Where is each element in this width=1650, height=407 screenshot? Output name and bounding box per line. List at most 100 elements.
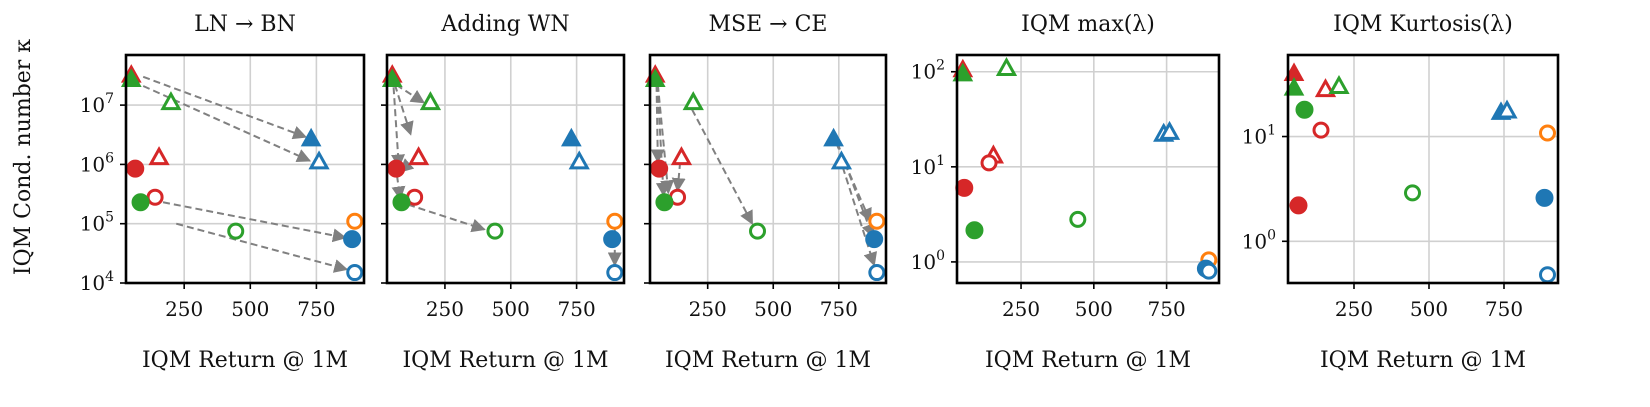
hollow-triangle-point	[1158, 120, 1181, 140]
filled-circle-point	[131, 193, 150, 212]
filled-circle-point	[1295, 100, 1314, 119]
y-tick-label: 105	[80, 210, 114, 236]
filled-triangle-point	[300, 127, 322, 147]
hollow-triangle-point	[1496, 99, 1518, 119]
x-tick-label: 500	[754, 297, 792, 321]
x-tick-label: 250	[426, 297, 464, 321]
plot-frame	[955, 53, 1221, 285]
filled-circle-point	[1535, 188, 1554, 207]
x-tick-label: 250	[1002, 297, 1040, 321]
hollow-triangle-point	[419, 91, 442, 111]
hollow-circle-point	[1539, 124, 1556, 142]
panel-title: Adding WN	[440, 12, 569, 37]
hollow-circle-point	[606, 212, 624, 230]
x-tick-label: 750	[1148, 297, 1186, 321]
filled-circle-point	[387, 159, 406, 178]
x-tick-label: 500	[1410, 297, 1448, 321]
y-tick-label: 101	[911, 153, 945, 179]
x-tick-label: 750	[1485, 297, 1523, 321]
panel-title: IQM max(λ)	[1021, 12, 1155, 37]
filled-circle-point	[965, 221, 984, 240]
x-tick-label: 250	[1335, 297, 1373, 321]
filled-circle-point	[650, 159, 669, 178]
hollow-circle-point	[227, 222, 245, 240]
trend-arrow	[142, 75, 308, 140]
trend-arrow	[650, 84, 665, 164]
y-tick-label: 104	[80, 269, 114, 295]
panel-title: LN → BN	[194, 12, 296, 37]
hollow-triangle-point	[682, 91, 704, 111]
hollow-circle-point	[346, 212, 364, 230]
hollow-triangle-point	[407, 146, 430, 166]
y-axis-label: IQM Cond. number κ	[11, 39, 36, 275]
hollow-circle-point	[980, 154, 998, 172]
hollow-circle-point	[1404, 184, 1421, 202]
x-tick-label: 750	[297, 297, 335, 321]
hollow-triangle-point	[1328, 74, 1350, 94]
filled-circle-point	[343, 230, 362, 249]
hollow-triangle-point	[670, 146, 693, 166]
trend-arrow	[671, 161, 686, 193]
plot-frame	[648, 53, 888, 285]
filled-triangle-point	[823, 127, 844, 147]
x-axis-label: IQM Return @ 1M	[665, 348, 871, 373]
trend-arrow	[175, 222, 349, 273]
panel-3: 250 500 750 MSE → CE IQM Return @ 1M	[644, 12, 888, 373]
hollow-circle-point	[1539, 266, 1556, 284]
hollow-circle-point	[486, 222, 504, 240]
y-tick-label: 101	[1242, 123, 1276, 149]
x-tick-label: 500	[492, 297, 530, 321]
x-tick-label: 750	[820, 297, 858, 321]
panel-5: 250 500 750 100 101 IQM Kurtosis(λ) IQM Return…	[1242, 12, 1560, 373]
hollow-triangle-point	[830, 150, 853, 170]
hollow-triangle-point	[568, 150, 590, 170]
trend-arrow	[395, 83, 426, 104]
trend-arrow	[841, 166, 878, 267]
trend-arrow	[391, 175, 406, 201]
y-tick-label: 107	[80, 91, 114, 117]
hollow-triangle-point	[308, 150, 330, 170]
trend-arrow	[655, 84, 670, 197]
x-tick-label: 500	[231, 297, 269, 321]
y-tick-label: 106	[80, 150, 114, 176]
filled-circle-point	[955, 178, 974, 197]
hollow-circle-point	[346, 264, 364, 282]
panel-2: 250 500 750 Adding WN IQM Return @ 1M	[381, 12, 626, 373]
x-axis-label: IQM Return @ 1M	[142, 348, 348, 373]
y-tick-label: 100	[911, 248, 945, 274]
y-tick-label: 100	[1242, 227, 1276, 253]
filled-triangle-point	[560, 127, 582, 147]
filled-circle-point	[603, 230, 622, 249]
hollow-circle-point	[1312, 121, 1330, 139]
trend-arrow	[391, 87, 406, 169]
filled-circle-point	[1289, 196, 1308, 215]
plot-frame	[1286, 53, 1560, 285]
hollow-circle-point	[146, 188, 164, 206]
plot-frame	[385, 53, 626, 285]
hollow-triangle-point	[148, 146, 170, 166]
hollow-circle-point	[868, 264, 886, 282]
filled-circle-point	[126, 159, 145, 178]
trend-arrow	[162, 201, 347, 243]
panel-1: 250 500 750 104 105 106 107 LN → BN IQM Return @…	[80, 12, 366, 373]
x-tick-label: 500	[1075, 297, 1113, 321]
hollow-circle-point	[1069, 210, 1087, 228]
plot-frame	[124, 53, 366, 285]
x-tick-label: 250	[165, 297, 203, 321]
hollow-circle-point	[868, 212, 886, 230]
y-tick-label: 102	[911, 58, 945, 84]
panel-title: IQM Kurtosis(λ)	[1333, 12, 1513, 37]
panel-title: MSE → CE	[709, 12, 828, 37]
hollow-triangle-point	[160, 91, 182, 111]
trend-arrow	[142, 85, 312, 163]
x-axis-label: IQM Return @ 1M	[1320, 348, 1526, 373]
x-tick-label: 250	[689, 297, 727, 321]
x-tick-label: 750	[558, 297, 596, 321]
filled-circle-point	[392, 193, 411, 212]
trend-arrow	[691, 108, 754, 225]
hollow-circle-point	[749, 222, 767, 240]
trend-arrow	[407, 203, 486, 233]
trend-arrow	[393, 84, 414, 136]
hollow-circle-point	[606, 264, 624, 282]
